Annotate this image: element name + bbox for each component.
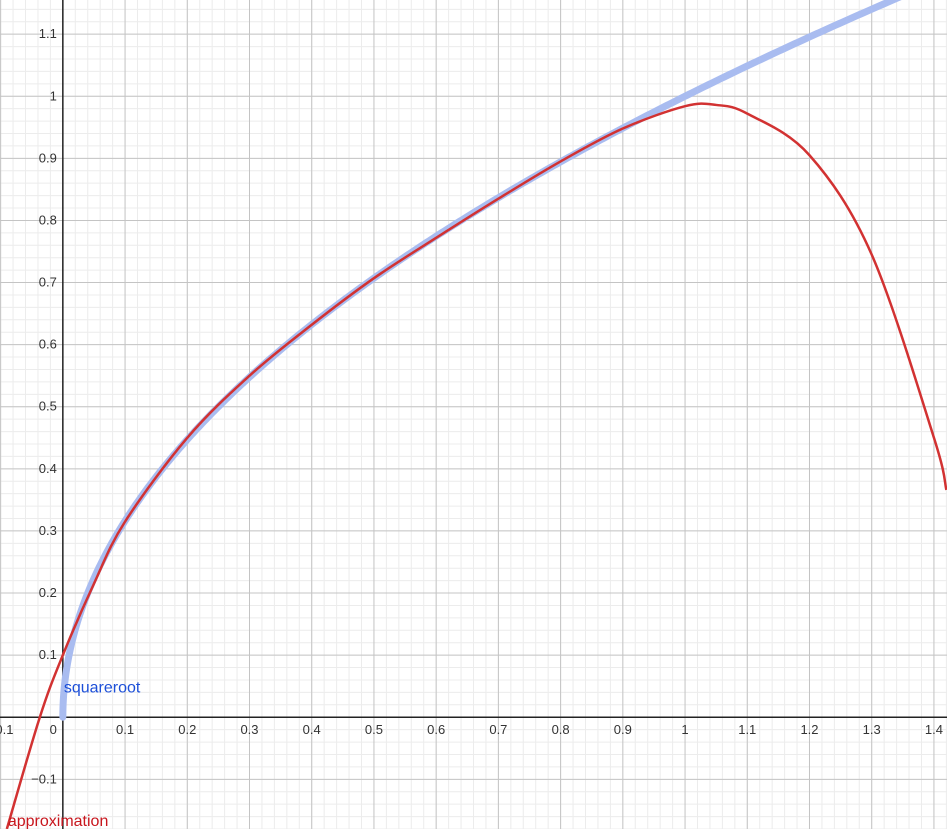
- y-tick-label: 0.3: [39, 523, 57, 538]
- curve-labels: squareroot approximation: [8, 679, 141, 829]
- y-tick-label: 0.1: [39, 647, 57, 662]
- approximation-label: approximation: [8, 813, 109, 829]
- x-tick-label: 0.6: [427, 722, 445, 737]
- y-tick-label: −0.1: [31, 771, 57, 786]
- x-tick-label: 1: [681, 722, 688, 737]
- x-tick-label: 1.3: [863, 722, 881, 737]
- x-tick-label: 1.1: [738, 722, 756, 737]
- tick-labels: −0.1 0 0.1 0.2 0.3 0.4 0.5 0.6 0.7 0.8 0.9 1 1.1 1.2 1…: [0, 26, 943, 786]
- x-tick-label: 0.2: [178, 722, 196, 737]
- squareroot-curve[interactable]: [59, 0, 947, 721]
- x-tick-label: 0.9: [614, 722, 632, 737]
- y-tick-label: 1.1: [39, 26, 57, 41]
- y-tick-label: 0.9: [39, 150, 57, 165]
- y-tick-label: 0.2: [39, 585, 57, 600]
- curves: [5, 0, 947, 829]
- squareroot-label: squareroot: [64, 679, 141, 696]
- y-tick-label: 0.4: [39, 461, 57, 476]
- y-tick-label: 0.6: [39, 337, 57, 352]
- y-tick-label: 0.5: [39, 399, 57, 414]
- x-tick-label: 0: [50, 722, 57, 737]
- x-tick-label: 0.4: [303, 722, 321, 737]
- y-tick-label: 1: [50, 88, 57, 103]
- x-tick-label: 0.8: [552, 722, 570, 737]
- x-tick-label: −0.1: [0, 722, 13, 737]
- x-tick-label: 0.7: [489, 722, 507, 737]
- x-tick-label: 0.5: [365, 722, 383, 737]
- approximation-curve[interactable]: [5, 102, 947, 829]
- y-tick-label: 0.7: [39, 275, 57, 290]
- x-tick-label: 0.3: [240, 722, 258, 737]
- x-tick-label: 1.2: [800, 722, 818, 737]
- x-tick-label: 0.1: [116, 722, 134, 737]
- y-tick-label: 0.8: [39, 212, 57, 227]
- x-tick-label: 1.4: [925, 722, 943, 737]
